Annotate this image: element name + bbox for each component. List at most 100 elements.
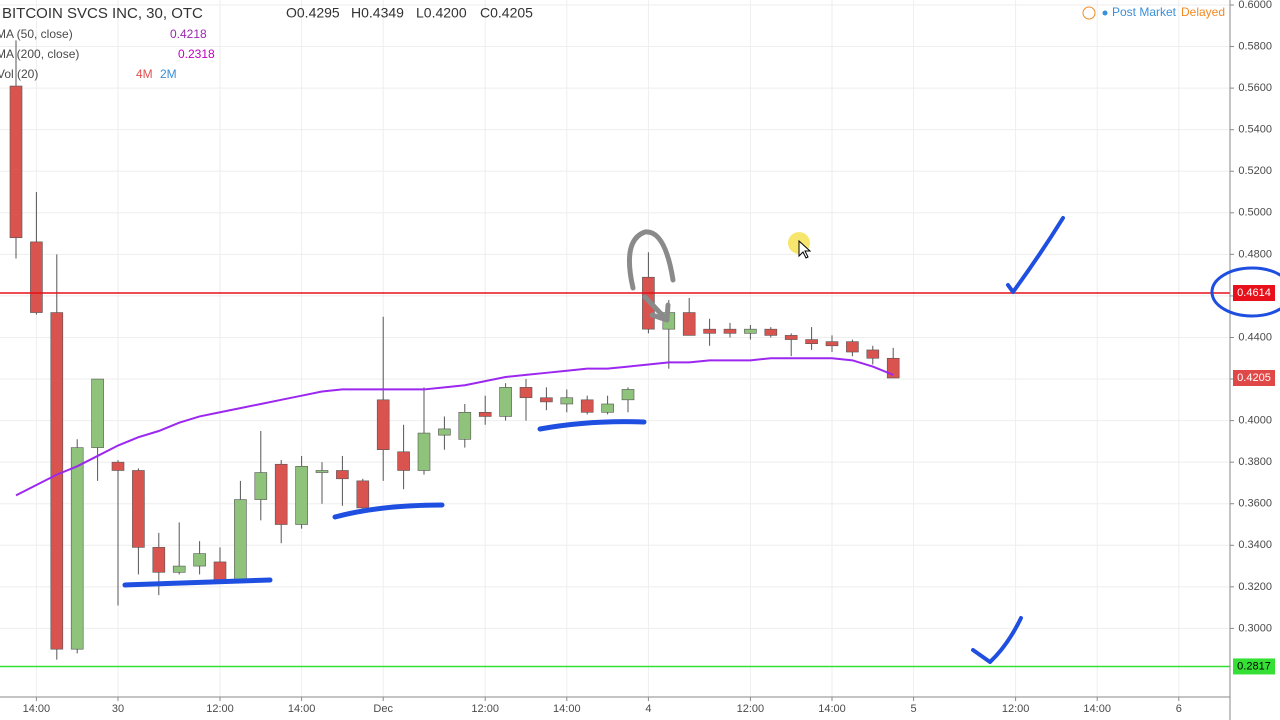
x-tick-label: 14:00	[1083, 703, 1111, 715]
hand-line	[122, 577, 273, 588]
study-value: 0.4218	[170, 27, 207, 41]
y-tick-label: 0.3800	[1238, 456, 1272, 468]
candle-body	[193, 553, 206, 567]
ma-line	[15, 357, 894, 497]
annotations	[122, 216, 1280, 664]
candle-body	[866, 349, 880, 359]
y-tick-label: 0.5000	[1238, 207, 1272, 219]
price-badge	[1233, 285, 1275, 302]
candle-body	[825, 341, 839, 347]
y-tick-label: 0.4000	[1238, 415, 1272, 427]
y-tick-label: 0.3000	[1238, 622, 1272, 634]
y-tick-label: 0.6000	[1238, 0, 1272, 11]
candle-body	[376, 399, 390, 450]
candle-body	[723, 328, 737, 334]
study-name: MA (200, close)	[0, 47, 79, 61]
candle-body	[417, 432, 431, 471]
candle-body	[172, 565, 186, 573]
x-tick-label: 5	[911, 703, 917, 715]
study-value: 0.2318	[178, 47, 215, 61]
candle-body	[438, 428, 451, 436]
y-tick-label: 0.3600	[1238, 498, 1272, 510]
candle-body	[336, 470, 349, 480]
price-badge-label: 0.2817	[1237, 660, 1271, 672]
hand-circle	[626, 229, 676, 291]
candle-body	[254, 472, 268, 500]
y-tick-label: 0.4800	[1238, 248, 1272, 260]
candle-body	[9, 85, 23, 239]
candle-body	[152, 547, 166, 573]
hand-arrow	[642, 294, 671, 323]
candle-body	[234, 499, 247, 581]
header: BITCOIN SVCS INC, 30, OTC O0.4295 H0.434…	[0, 5, 1225, 81]
ohlc: C0.4205	[480, 5, 533, 21]
candle-body	[30, 241, 43, 313]
hand-line	[332, 502, 445, 520]
x-tick-label: 6	[1176, 703, 1182, 715]
hand-check	[1006, 216, 1065, 294]
candle-body	[621, 389, 635, 401]
candle-body	[744, 328, 757, 334]
symbol: BITCOIN SVCS INC, 30, OTC	[2, 5, 203, 22]
candle-body	[499, 387, 512, 417]
candle-body	[70, 447, 84, 650]
candle-body	[50, 312, 64, 650]
ohlc: H0.4349	[351, 5, 404, 21]
candle-body	[601, 403, 614, 413]
candle-body	[519, 387, 533, 399]
candle-body	[580, 399, 594, 413]
y-tick-label: 0.5600	[1238, 82, 1272, 94]
candle-body	[846, 341, 859, 353]
price-badge	[1233, 658, 1275, 675]
candle-body	[478, 411, 492, 417]
x-tick-label: 14:00	[288, 703, 316, 715]
x-tick-label: 12:00	[737, 703, 765, 715]
last-price-label: 0.4205	[1237, 372, 1271, 384]
y-tick-label: 0.3400	[1238, 539, 1272, 551]
x-tick-label: 4	[645, 703, 651, 715]
candle-body	[764, 328, 778, 336]
candle-body	[703, 328, 716, 334]
cursor	[798, 239, 812, 259]
candle-body	[274, 463, 288, 525]
candle-body	[540, 397, 553, 403]
hand-circle	[1210, 266, 1280, 318]
candle-body	[213, 561, 227, 581]
ohlc: L0.4200	[416, 5, 467, 21]
status-dot	[1102, 10, 1108, 16]
y-tick-label: 0.5200	[1238, 165, 1272, 177]
candle-body	[295, 466, 308, 525]
candle-body	[682, 312, 696, 336]
candle-body	[91, 378, 104, 448]
hand-check	[971, 616, 1023, 664]
candle-body	[458, 411, 472, 440]
status-icon	[1082, 6, 1096, 20]
candle-body	[111, 461, 125, 471]
y-tick-label: 0.5800	[1238, 40, 1272, 52]
candle-body	[315, 470, 329, 473]
ohlc: O0.4295	[286, 5, 340, 21]
price-badge-label: 0.4614	[1237, 287, 1271, 299]
study-value: 4M	[136, 67, 153, 81]
candle-body	[886, 357, 900, 379]
x-tick-label: 12:00	[206, 703, 234, 715]
grid	[0, 0, 1230, 697]
delayed: Delayed	[1181, 5, 1225, 19]
x-tick-label: 14:00	[553, 703, 581, 715]
y-tick-label: 0.5400	[1238, 124, 1272, 136]
candle-body	[132, 470, 145, 548]
x-tick-label: Dec	[373, 703, 393, 715]
post-market[interactable]: Post Market	[1112, 5, 1177, 19]
hand-line	[537, 419, 647, 432]
x-tick-label: 30	[112, 703, 124, 715]
x-tick-label: 14:00	[818, 703, 846, 715]
candle-body	[397, 451, 410, 471]
study-name: Vol (20)	[0, 67, 38, 81]
price-axis: 0.3000 0.3200 0.3400 0.3600 0.3800 0.4000 0.42…	[1230, 0, 1275, 675]
study-name: MA (50, close)	[0, 27, 73, 41]
candle-body	[784, 335, 798, 340]
candle-body	[805, 339, 818, 345]
